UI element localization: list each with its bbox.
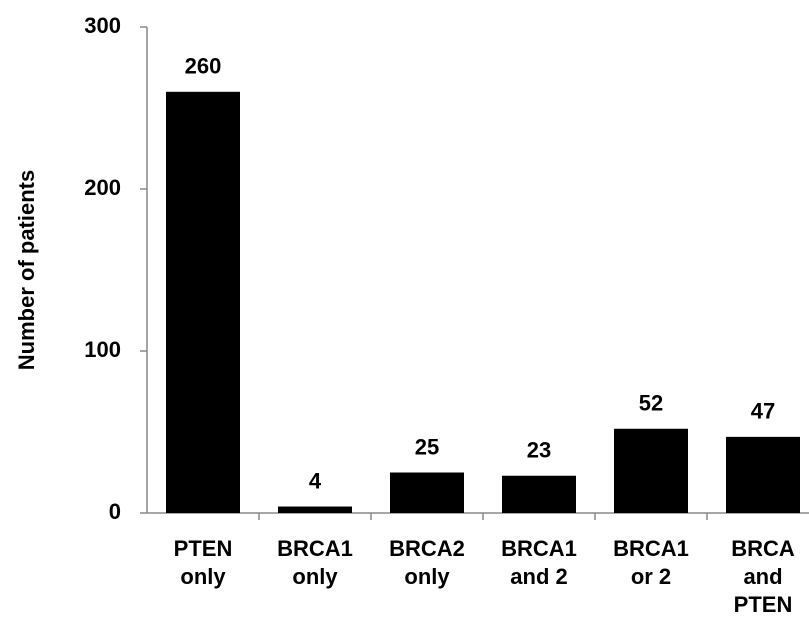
x-tick-label: BRCA1 or 2 — [613, 536, 689, 589]
value-label: 25 — [415, 434, 439, 459]
y-axis-title: Number of patients — [14, 170, 39, 370]
x-tick-label: BRCA1 only — [277, 536, 353, 589]
bar — [502, 475, 576, 513]
value-label: 47 — [751, 399, 775, 424]
bar — [390, 472, 464, 513]
bar — [726, 436, 800, 513]
value-label: 260 — [185, 54, 222, 79]
x-tick-label: BRCA1 and 2 — [501, 536, 577, 589]
y-tick-label: 200 — [84, 175, 121, 200]
value-label: 4 — [309, 468, 322, 493]
x-tick-label: PTEN only — [173, 536, 233, 589]
bar — [166, 91, 240, 514]
x-tick-label: BRCA and PTEN — [731, 536, 795, 617]
x-tick-label: BRCA2 only — [389, 536, 465, 589]
bar — [614, 428, 688, 513]
y-tick-label: 300 — [84, 13, 121, 38]
value-label: 23 — [527, 438, 551, 463]
value-label: 52 — [639, 391, 663, 416]
bar — [278, 506, 352, 513]
y-tick-label: 100 — [84, 337, 121, 362]
y-tick-label: 0 — [109, 499, 121, 524]
